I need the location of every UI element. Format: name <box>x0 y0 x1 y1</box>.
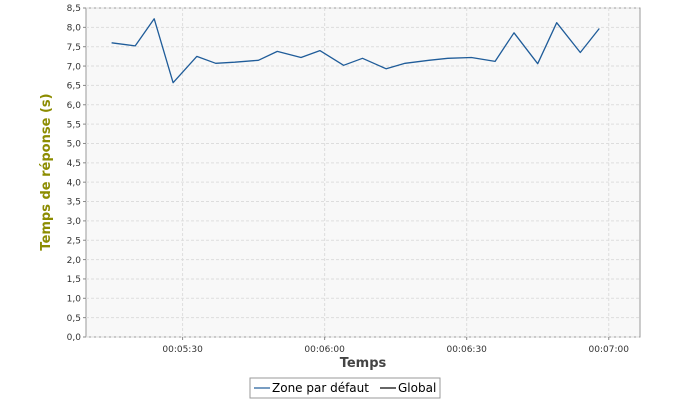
y-tick-label: 6,0 <box>67 101 82 111</box>
y-tick-label: 8,0 <box>67 24 82 34</box>
legend-label-global: Global <box>398 381 436 395</box>
y-tick-label: 2,5 <box>67 236 81 246</box>
x-tick-label: 00:05:30 <box>162 345 203 355</box>
grid-layer <box>86 7 640 338</box>
y-tick-label: 6,5 <box>67 82 81 92</box>
y-tick-label: 5,5 <box>67 120 81 130</box>
x-tick-label: 00:06:30 <box>446 345 487 355</box>
y-tick-label: 7,0 <box>67 62 82 72</box>
y-axis-title: Temps de réponse (s) <box>39 93 54 250</box>
y-tick-label: 5,0 <box>67 140 82 150</box>
y-tick-label: 3,0 <box>67 217 82 227</box>
legend-box <box>249 377 441 399</box>
y-tick-label: 0,5 <box>67 314 81 324</box>
y-tick-label: 3,5 <box>67 198 81 208</box>
y-tick-label: 1,0 <box>67 294 82 304</box>
x-tick-layer: 00:05:30 00:06:00 00:06:30 00:07:00 <box>162 337 629 355</box>
series-line-0 <box>111 18 600 84</box>
y-tick-layer: 0,0 0,5 1,0 1,5 2,0 2,5 3,0 3,5 4,0 4,5 5,0 5,5 6,0 6… <box>67 4 86 343</box>
series-layer <box>111 18 600 84</box>
y-tick-label: 1,5 <box>67 275 81 285</box>
x-tick-label: 00:06:00 <box>304 345 345 355</box>
legend-label-zone-par-defaut: Zone par défaut <box>272 381 369 395</box>
plot-background <box>85 7 641 338</box>
y-tick-label: 2,0 <box>67 256 82 266</box>
x-axis-title: Temps <box>340 356 387 371</box>
y-tick-label: 4,5 <box>67 159 81 169</box>
y-tick-label: 4,0 <box>67 178 82 188</box>
x-tick-label: 00:07:00 <box>589 345 630 355</box>
y-tick-label: 8,5 <box>67 4 81 14</box>
legend: Zone par défaut Global <box>249 377 441 399</box>
y-tick-label: 7,5 <box>67 43 81 53</box>
y-tick-label: 0,0 <box>67 333 82 343</box>
